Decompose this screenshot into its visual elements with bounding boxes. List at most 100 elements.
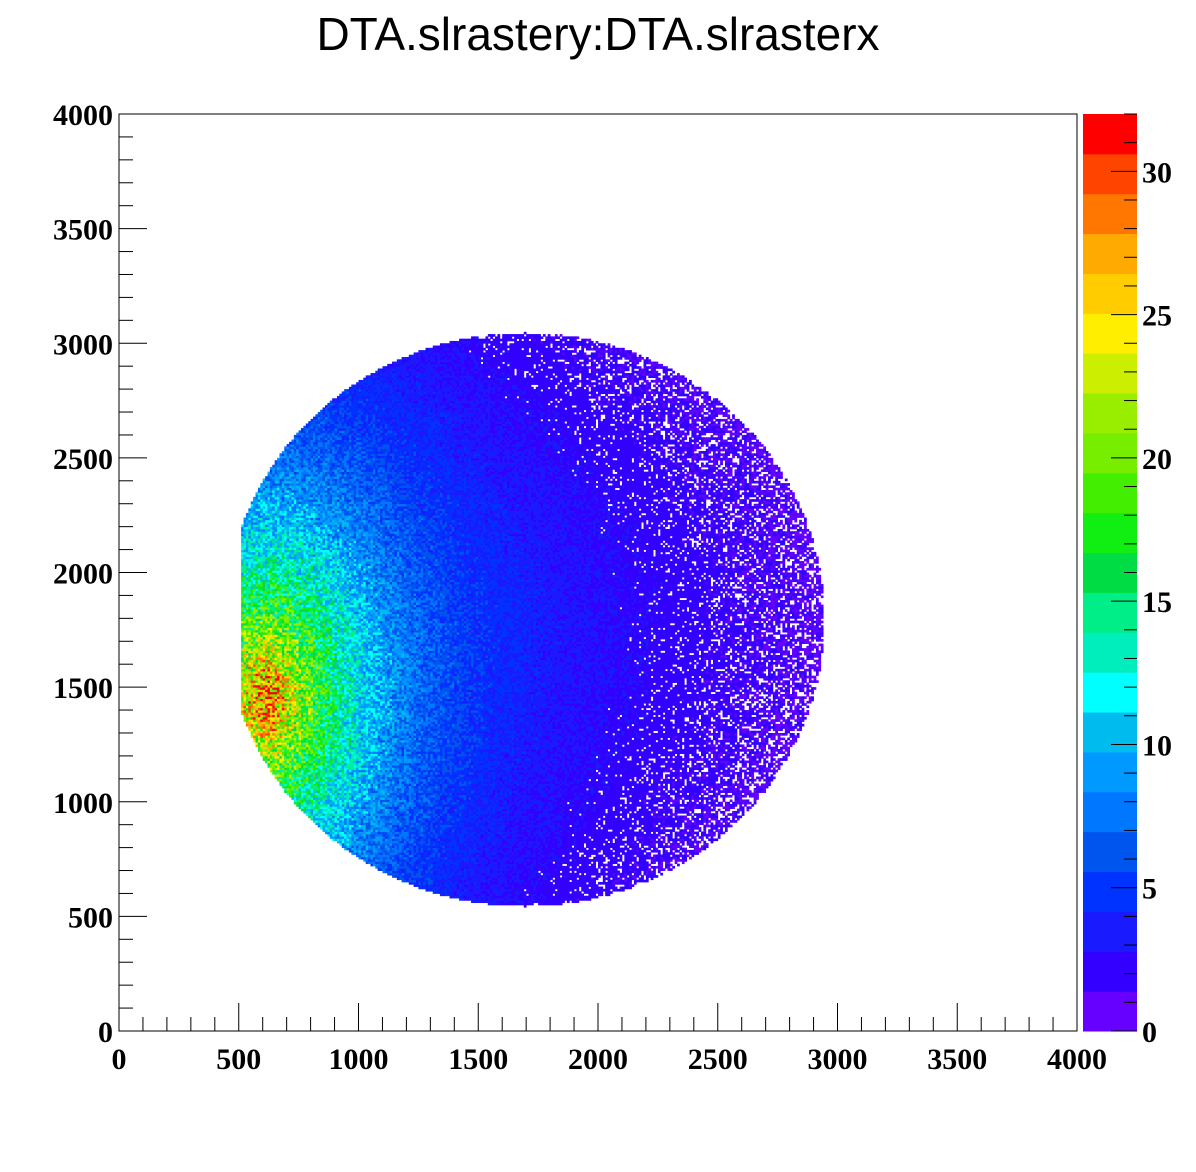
- heatmap-cell: [241, 618, 244, 622]
- heatmap-cell: [291, 524, 295, 528]
- heatmap-cell: [243, 563, 247, 567]
- heatmap-cell: [310, 549, 314, 553]
- heatmap-cell: [253, 666, 256, 670]
- heatmap-cell: [298, 547, 302, 550]
- heatmap-cell: [265, 659, 268, 663]
- heatmap-cell: [267, 732, 271, 736]
- heatmap-cell: [298, 661, 302, 665]
- heatmap-cell: [255, 719, 259, 722]
- heatmap-cell: [284, 606, 288, 610]
- heatmap-cell: [257, 684, 261, 688]
- heatmap-cell: [286, 510, 290, 514]
- heatmap-cell: [289, 506, 292, 509]
- heatmap-cell: [322, 776, 326, 780]
- heatmap-cell: [281, 689, 285, 693]
- heatmap-cell: [313, 629, 316, 633]
- heatmap-cell: [291, 485, 295, 489]
- heatmap-cell: [269, 473, 273, 477]
- heatmap-cell: [293, 600, 297, 603]
- heatmap-cell: [291, 556, 295, 560]
- heatmap-cell: [286, 675, 290, 679]
- heatmap-cell: [313, 648, 316, 651]
- heatmap-cell: [296, 666, 300, 670]
- heatmap-cell: [277, 517, 280, 521]
- heatmap-cell: [310, 572, 314, 576]
- heatmap-cell: [260, 732, 264, 736]
- heatmap-cell: [296, 661, 300, 665]
- heatmap-cell: [298, 749, 302, 752]
- heatmap-cell: [303, 480, 307, 484]
- heatmap-cell: [291, 526, 295, 530]
- heatmap-cell: [289, 515, 292, 518]
- heatmap-cell: [317, 425, 321, 429]
- heatmap-cell: [322, 650, 326, 654]
- heatmap-cell: [301, 746, 304, 750]
- heatmap-cell: [317, 510, 321, 514]
- heatmap-cell: [260, 636, 264, 640]
- heatmap-cell: [315, 453, 319, 456]
- heatmap-cell: [298, 751, 302, 755]
- heatmap-cell: [250, 506, 254, 509]
- heatmap-cell: [320, 643, 323, 647]
- heatmap-cell: [298, 801, 302, 805]
- heatmap-cell: [274, 467, 278, 470]
- heatmap-cell: [313, 783, 316, 787]
- heatmap-cell: [255, 563, 259, 567]
- heatmap-cell: [293, 494, 297, 498]
- heatmap-cell: [269, 561, 273, 564]
- heatmap-cell: [281, 471, 285, 475]
- heatmap-cell: [284, 737, 288, 741]
- heatmap-cell: [257, 606, 261, 610]
- heatmap-cell: [281, 528, 285, 532]
- heatmap-cell: [265, 652, 268, 656]
- heatmap-cell: [289, 632, 292, 635]
- heatmap-cell: [277, 728, 280, 732]
- heatmap-cell: [272, 710, 276, 713]
- heatmap-cell: [262, 487, 266, 491]
- heatmap-cell: [286, 524, 290, 528]
- heatmap-cell: [291, 551, 295, 555]
- heatmap-cell: [308, 755, 311, 759]
- heatmap-cell: [289, 464, 292, 468]
- heatmap-cell: [281, 769, 285, 773]
- heatmap-cell: [289, 448, 292, 452]
- heatmap-cell: [245, 682, 249, 686]
- heatmap-cell: [250, 716, 254, 720]
- heatmap-cell: [269, 655, 273, 658]
- heatmap-cell: [296, 769, 300, 773]
- heatmap-cell: [284, 664, 288, 667]
- heatmap-cell: [317, 448, 321, 452]
- heatmap-cell: [262, 503, 266, 507]
- heatmap-cell: [281, 455, 285, 459]
- heatmap-cell: [303, 574, 307, 578]
- heatmap-cell: [277, 710, 280, 713]
- heatmap-cell: [308, 478, 311, 482]
- heatmap-cell: [260, 719, 264, 722]
- heatmap-cell: [289, 462, 292, 466]
- heatmap-cell: [272, 558, 276, 562]
- heatmap-cell: [298, 602, 302, 605]
- heatmap-cell: [305, 723, 309, 727]
- heatmap-cell: [260, 501, 264, 505]
- heatmap-cell: [255, 634, 259, 638]
- heatmap-cell: [298, 657, 302, 661]
- heatmap-cell: [308, 671, 311, 674]
- heatmap-cell: [291, 462, 295, 466]
- heatmap-cell: [303, 441, 307, 445]
- heatmap-cell: [303, 758, 307, 761]
- heatmap-cell: [293, 703, 297, 706]
- heatmap-cell: [243, 613, 247, 617]
- heatmap-cell: [248, 716, 252, 720]
- heatmap-cell: [310, 675, 314, 679]
- heatmap-cell: [308, 423, 311, 427]
- heatmap-cell: [274, 590, 278, 594]
- heatmap-cell: [315, 732, 319, 736]
- heatmap-cell: [308, 421, 311, 424]
- heatmap-cell: [320, 673, 323, 677]
- heatmap-cell: [243, 673, 247, 677]
- heatmap-cell: [317, 441, 321, 445]
- heatmap-cell: [257, 746, 261, 750]
- heatmap-cell: [281, 597, 285, 601]
- heatmap-cell: [262, 650, 266, 654]
- heatmap-cell: [301, 689, 304, 693]
